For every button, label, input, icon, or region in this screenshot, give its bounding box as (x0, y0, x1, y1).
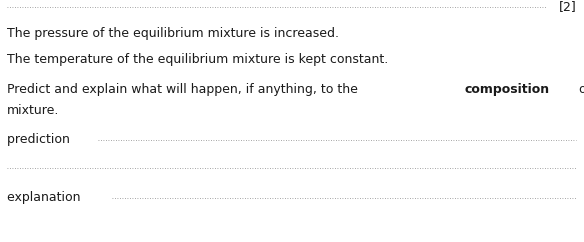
Text: explanation: explanation (7, 191, 89, 204)
Text: The temperature of the equilibrium mixture is kept constant.: The temperature of the equilibrium mixtu… (7, 53, 388, 67)
Text: of the equilibrium: of the equilibrium (575, 83, 584, 97)
Text: mixture.: mixture. (7, 104, 60, 116)
Text: [2]: [2] (559, 0, 577, 14)
Text: prediction: prediction (7, 134, 78, 146)
Text: composition: composition (465, 83, 550, 97)
Text: The pressure of the equilibrium mixture is increased.: The pressure of the equilibrium mixture … (7, 27, 339, 39)
Text: Predict and explain what will happen, if anything, to the: Predict and explain what will happen, if… (7, 83, 362, 97)
